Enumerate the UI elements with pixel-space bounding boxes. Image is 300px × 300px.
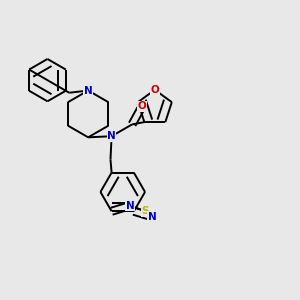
Text: N: N: [148, 212, 157, 222]
Text: N: N: [125, 201, 134, 211]
Text: N: N: [84, 85, 93, 95]
Text: N: N: [107, 131, 116, 141]
Text: O: O: [138, 101, 146, 111]
Text: S: S: [142, 206, 149, 216]
Text: O: O: [151, 85, 159, 95]
